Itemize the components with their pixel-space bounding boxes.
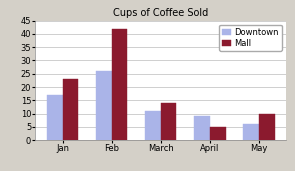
Bar [112, 29, 127, 140]
Bar [243, 124, 259, 140]
Bar [194, 116, 210, 140]
Bar [145, 111, 161, 140]
Legend: Downtown, Mall: Downtown, Mall [219, 25, 282, 51]
Bar [96, 71, 112, 140]
Bar [161, 103, 176, 140]
Title: Cups of Coffee Sold: Cups of Coffee Sold [113, 8, 208, 18]
Bar [259, 114, 275, 140]
Bar [47, 95, 63, 140]
Bar [210, 127, 226, 140]
Bar [63, 79, 78, 140]
